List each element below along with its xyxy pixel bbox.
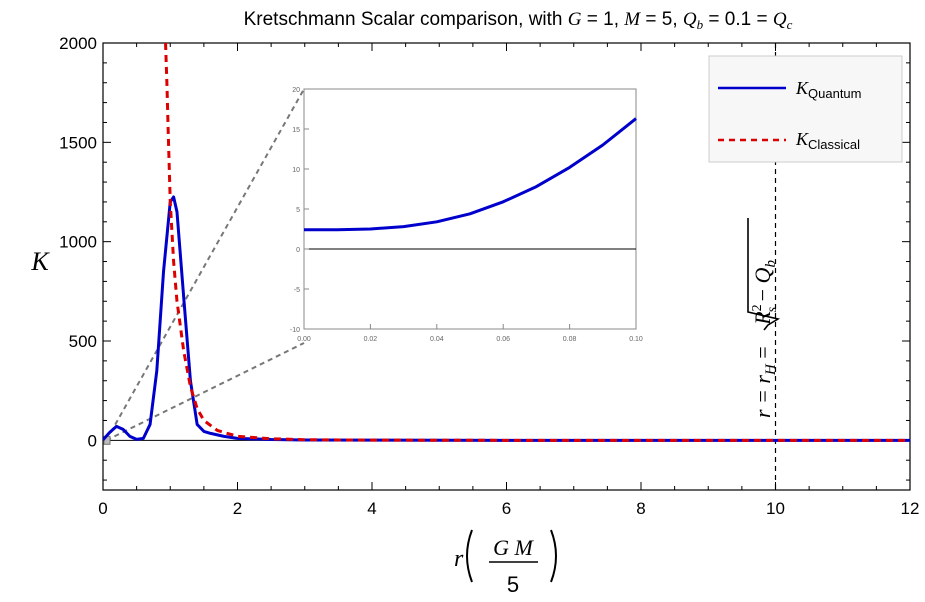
zoom-connector-upper bbox=[105, 88, 305, 441]
chart-title: Kretschmann Scalar comparison, with G = … bbox=[244, 9, 793, 32]
inset-x-tick-label: 0.08 bbox=[563, 336, 577, 343]
inset-x-tick-label: 0.06 bbox=[496, 336, 510, 343]
x-axis-label: r G M 5 bbox=[454, 529, 557, 597]
y-tick-label: 1000 bbox=[59, 233, 97, 252]
x-tick-label: 8 bbox=[636, 499, 645, 518]
x-tick-label: 10 bbox=[766, 499, 785, 518]
legend-label-classical: KClassical bbox=[795, 129, 860, 152]
horizon-label: r = rH = R2s − Qb bbox=[747, 218, 781, 418]
inset-x-tick-label: 0.00 bbox=[297, 336, 311, 343]
main-series bbox=[103, 43, 910, 442]
y-axis-label: K bbox=[30, 247, 50, 276]
y-tick-label: 2000 bbox=[59, 34, 97, 53]
y-tick-label: 1500 bbox=[59, 133, 97, 152]
inset-y-tick-label: 15 bbox=[292, 127, 300, 134]
legend-label-quantum: KQuantum bbox=[795, 78, 862, 101]
horizon-label-sqrt-sign bbox=[747, 218, 781, 331]
x-axis-label-paren-left bbox=[466, 529, 473, 583]
x-tick-label: 12 bbox=[901, 499, 920, 518]
inset-chart: 0.00 0.02 0.04 0.06 0.08 0.10 -10 -5 0 5 10 15 20 bbox=[290, 87, 643, 343]
inset-y-tick-label: 20 bbox=[292, 87, 300, 94]
inset-y-tick-label: 0 bbox=[296, 247, 300, 254]
x-tick-label: 4 bbox=[367, 499, 376, 518]
x-tick-label: 6 bbox=[502, 499, 511, 518]
x-axis-label-paren-right bbox=[550, 529, 557, 583]
y-tick-label: 500 bbox=[69, 332, 97, 351]
inset-series-line-quantum bbox=[304, 117, 637, 232]
inset-frame bbox=[303, 88, 637, 330]
inset-y-tick-label: 5 bbox=[296, 207, 300, 214]
inset-y-tick-label: -10 bbox=[290, 327, 300, 334]
x-tick-label: 0 bbox=[98, 499, 107, 518]
zoom-connector-lower bbox=[105, 342, 305, 442]
inset-x-tick-label: 0.02 bbox=[364, 336, 378, 343]
svg-text:r = rH = R2s − Qb: r = rH = R2s − Qb bbox=[750, 260, 780, 418]
y-tick-label: 0 bbox=[88, 431, 97, 450]
inset-x-tick-label: 0.04 bbox=[430, 336, 444, 343]
x-tick-label: 2 bbox=[233, 499, 242, 518]
x-axis-label-r: r bbox=[454, 546, 464, 572]
inset-x-tick-label: 0.10 bbox=[629, 336, 643, 343]
x-axis-label-denominator: 5 bbox=[507, 572, 519, 597]
x-axis-label-numerator: G M bbox=[493, 535, 534, 560]
legend: KQuantum KClassical bbox=[708, 55, 903, 163]
legend-box bbox=[708, 55, 903, 163]
inset-y-tick-label: 10 bbox=[292, 167, 300, 174]
inset-y-tick-label: -5 bbox=[294, 287, 300, 294]
series-line-classical bbox=[164, 43, 910, 442]
